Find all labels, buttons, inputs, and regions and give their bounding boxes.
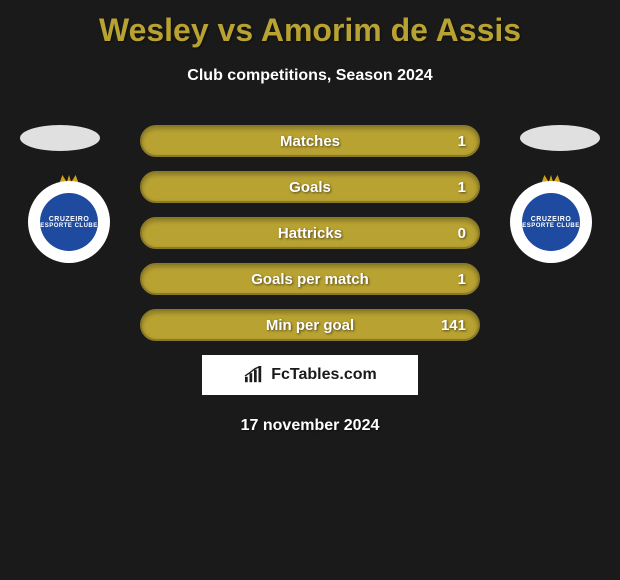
badge-outer-circle: CRUZEIRO ESPORTE CLUBE bbox=[510, 181, 592, 263]
brand-box[interactable]: FcTables.com bbox=[202, 355, 418, 395]
chart-icon bbox=[243, 366, 265, 384]
club-badge-left: CRUZEIRO ESPORTE CLUBE bbox=[28, 181, 110, 263]
stats-container: Matches 1 Goals 1 Hattricks 0 Goals per … bbox=[140, 125, 480, 341]
club-badge-right: CRUZEIRO ESPORTE CLUBE bbox=[510, 181, 592, 263]
stat-value: 141 bbox=[441, 317, 466, 334]
stat-value: 1 bbox=[458, 271, 466, 288]
content-area: CRUZEIRO ESPORTE CLUBE CRUZEIRO ESPORTE … bbox=[0, 125, 620, 435]
badge-inner-circle: CRUZEIRO ESPORTE CLUBE bbox=[40, 193, 98, 251]
badge-text-top: CRUZEIRO bbox=[531, 216, 572, 223]
stat-label: Goals per match bbox=[251, 271, 369, 288]
brand-text: FcTables.com bbox=[271, 366, 377, 384]
stat-label: Hattricks bbox=[278, 225, 342, 242]
stat-value: 0 bbox=[458, 225, 466, 242]
subtitle: Club competitions, Season 2024 bbox=[0, 67, 620, 85]
stat-label: Goals bbox=[289, 179, 331, 196]
badge-text-top: CRUZEIRO bbox=[49, 216, 90, 223]
badge-inner-circle: CRUZEIRO ESPORTE CLUBE bbox=[522, 193, 580, 251]
badge-text-bottom: ESPORTE CLUBE bbox=[522, 223, 580, 229]
date-text: 17 november 2024 bbox=[0, 417, 620, 435]
stat-row-hattricks: Hattricks 0 bbox=[140, 217, 480, 249]
player-avatar-left bbox=[20, 125, 100, 151]
stat-label: Matches bbox=[280, 133, 340, 150]
stat-row-matches: Matches 1 bbox=[140, 125, 480, 157]
stat-row-goals: Goals 1 bbox=[140, 171, 480, 203]
page-title: Wesley vs Amorim de Assis bbox=[0, 0, 620, 49]
stat-row-min-per-goal: Min per goal 141 bbox=[140, 309, 480, 341]
stat-label: Min per goal bbox=[266, 317, 354, 334]
stat-value: 1 bbox=[458, 179, 466, 196]
player-avatar-right bbox=[520, 125, 600, 151]
stat-value: 1 bbox=[458, 133, 466, 150]
badge-outer-circle: CRUZEIRO ESPORTE CLUBE bbox=[28, 181, 110, 263]
badge-text-bottom: ESPORTE CLUBE bbox=[40, 223, 98, 229]
stat-row-goals-per-match: Goals per match 1 bbox=[140, 263, 480, 295]
